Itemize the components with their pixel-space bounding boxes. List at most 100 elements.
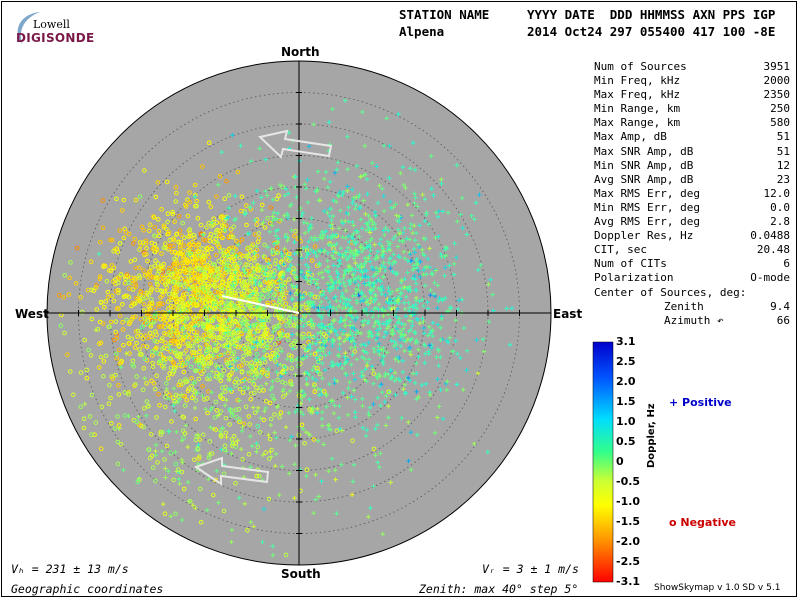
source-point-positive [372,209,377,215]
source-point-positive [377,241,382,247]
stat-row: Max Range, km 580 [594,116,790,130]
source-point-negative [268,205,274,210]
source-point-negative [205,339,210,345]
source-point-negative [231,263,236,268]
source-point-negative [268,354,274,360]
colorbar-tick-label: -2.0 [616,535,641,548]
source-point-negative [189,273,194,279]
source-point-negative [247,330,252,335]
source-point-positive [226,317,231,322]
source-point-negative [117,228,123,233]
source-point-negative [103,299,109,304]
source-point-negative [283,318,289,323]
source-point-negative [188,251,193,256]
source-point-negative [159,251,164,256]
stat-row: Min Freq, kHz 2000 [594,74,790,88]
stat-value: 0.0488 [750,229,790,243]
source-point-negative [91,288,97,294]
source-point-negative [200,384,205,389]
source-point-negative [279,315,285,320]
source-point-negative [78,295,83,300]
source-point-negative [160,336,165,341]
source-point-negative [195,292,201,297]
source-point-negative [244,342,249,347]
source-point-positive [455,351,460,356]
source-point-negative [158,295,163,300]
source-point-negative [172,256,177,262]
source-point-negative [113,329,118,335]
source-point-negative [123,229,129,235]
source-point-negative [139,324,145,330]
source-point-negative [284,323,290,328]
source-point-negative [145,275,151,280]
source-point-negative [202,254,208,260]
source-point-negative [213,252,219,258]
source-point-negative [152,305,158,311]
source-point-positive [325,250,331,256]
source-point-positive [438,325,443,330]
source-point-positive [413,380,418,386]
stat-label: Doppler Res, Hz [594,229,694,243]
source-point-negative [221,252,227,257]
source-point-negative [217,304,222,309]
colorbar-tick-label: -1.0 [616,495,641,508]
source-point-negative [120,319,125,325]
source-point-negative [245,245,251,251]
source-point-negative [315,295,321,300]
source-point-negative [164,179,170,185]
source-point-positive [373,426,378,432]
source-point-negative [133,314,138,320]
source-point-negative [236,288,241,294]
source-point-negative [248,275,253,281]
source-point-negative [156,391,161,397]
stat-label: Num of Sources [594,60,687,73]
stat-row: Num of CITs 6 [594,257,790,271]
source-point-positive [315,331,321,336]
source-point-negative [73,281,79,286]
source-point-negative [276,193,281,198]
source-point-negative [239,317,244,323]
source-point-negative [312,294,318,300]
source-point-negative [201,259,207,265]
source-point-negative [249,364,255,370]
source-point-negative [249,336,254,342]
source-point-negative [177,251,183,256]
source-point-negative [206,389,211,394]
source-point-positive [408,226,413,231]
source-point-negative [224,357,229,363]
source-point-negative [201,368,207,374]
source-point-negative [154,247,160,253]
source-point-negative [171,238,177,243]
source-point-negative [179,260,185,266]
source-point-negative [206,140,212,145]
stat-value: 51 [776,144,790,158]
source-point-negative [261,335,267,341]
stat-row: Max SNR Amp, dB 51 [594,145,790,159]
stat-value: 51 [776,130,790,144]
source-point-negative [180,315,185,321]
source-point-negative [244,203,249,208]
source-point-negative [254,292,259,297]
stat-row: Avg SNR Amp, dB 23 [594,173,790,187]
source-point-positive [406,300,411,305]
stat-row: Max Freq, kHz 2350 [594,88,790,102]
source-point-negative [213,362,219,368]
source-point-negative [204,264,209,270]
colorbar-tick-label: 2.5 [616,355,636,368]
source-point-negative [147,228,152,234]
source-point-positive [447,335,452,340]
source-point-positive [421,325,426,331]
source-point-negative [211,233,217,238]
source-point-negative [192,235,197,240]
source-point-negative [61,295,67,300]
source-point-negative [240,285,246,291]
source-point-negative [116,347,122,353]
source-point-negative [213,399,219,405]
source-point-positive [352,326,357,331]
source-point-positive [355,315,360,320]
source-point-negative [102,305,107,310]
stat-value: 2000 [763,74,791,88]
stat-row: Min RMS Err, deg 0.0 [594,201,790,215]
source-point-positive [284,391,289,397]
source-point-negative [141,301,147,307]
